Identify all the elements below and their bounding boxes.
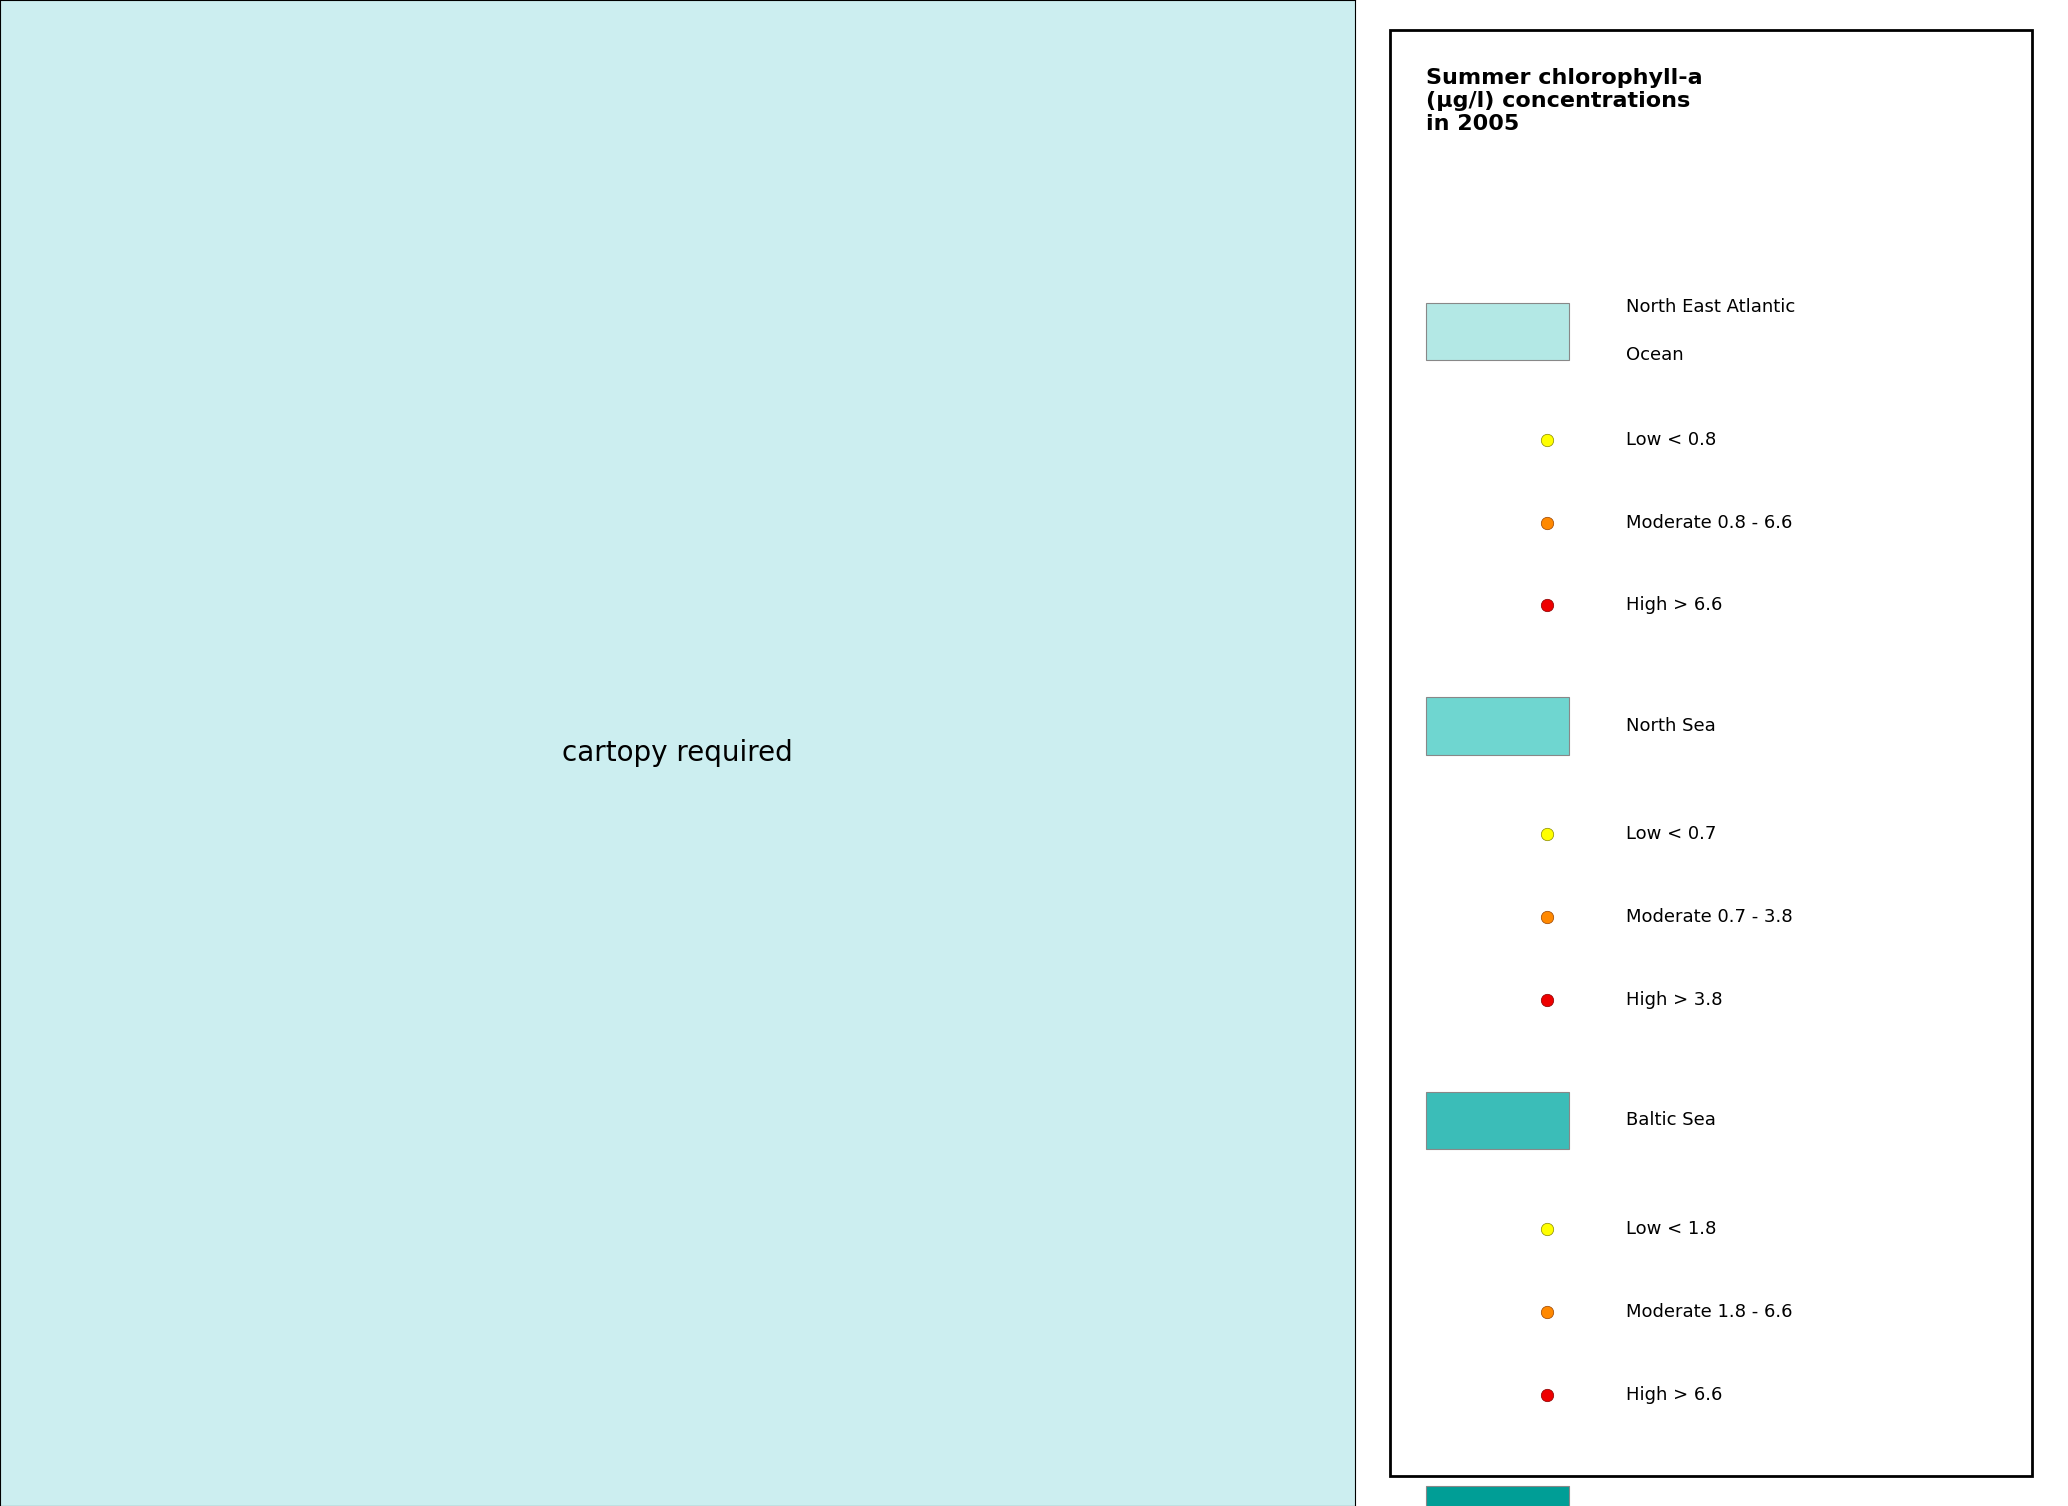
Point xyxy=(1530,1300,1563,1324)
Text: Low < 0.7: Low < 0.7 xyxy=(1625,825,1716,843)
Bar xyxy=(1427,1486,1568,1506)
Text: Summer chlorophyll-a
(μg/l) concentrations
in 2005: Summer chlorophyll-a (μg/l) concentratio… xyxy=(1427,68,1702,134)
Text: cartopy required: cartopy required xyxy=(562,739,792,767)
Point xyxy=(1530,1217,1563,1241)
Text: Ocean: Ocean xyxy=(1625,346,1683,364)
Bar xyxy=(1427,303,1568,360)
Text: Moderate 0.7 - 3.8: Moderate 0.7 - 3.8 xyxy=(1625,908,1793,926)
Text: High > 3.8: High > 3.8 xyxy=(1625,991,1723,1009)
Point xyxy=(1530,593,1563,617)
Text: Baltic Sea: Baltic Sea xyxy=(1625,1111,1716,1130)
Bar xyxy=(1427,1092,1568,1149)
Text: Low < 0.8: Low < 0.8 xyxy=(1625,431,1716,449)
Point xyxy=(1530,988,1563,1012)
Text: North Sea: North Sea xyxy=(1625,717,1714,735)
Point xyxy=(1530,822,1563,846)
Text: Moderate 0.8 - 6.6: Moderate 0.8 - 6.6 xyxy=(1625,514,1793,532)
Bar xyxy=(1427,697,1568,755)
Point xyxy=(1530,905,1563,929)
Point xyxy=(1530,1383,1563,1407)
Text: High > 6.6: High > 6.6 xyxy=(1625,596,1723,614)
Text: North East Atlantic: North East Atlantic xyxy=(1625,298,1795,316)
Text: Moderate 1.8 - 6.6: Moderate 1.8 - 6.6 xyxy=(1625,1303,1793,1321)
Point xyxy=(1530,511,1563,535)
Text: High > 6.6: High > 6.6 xyxy=(1625,1386,1723,1404)
Point xyxy=(1530,428,1563,452)
Text: Low < 1.8: Low < 1.8 xyxy=(1625,1220,1716,1238)
